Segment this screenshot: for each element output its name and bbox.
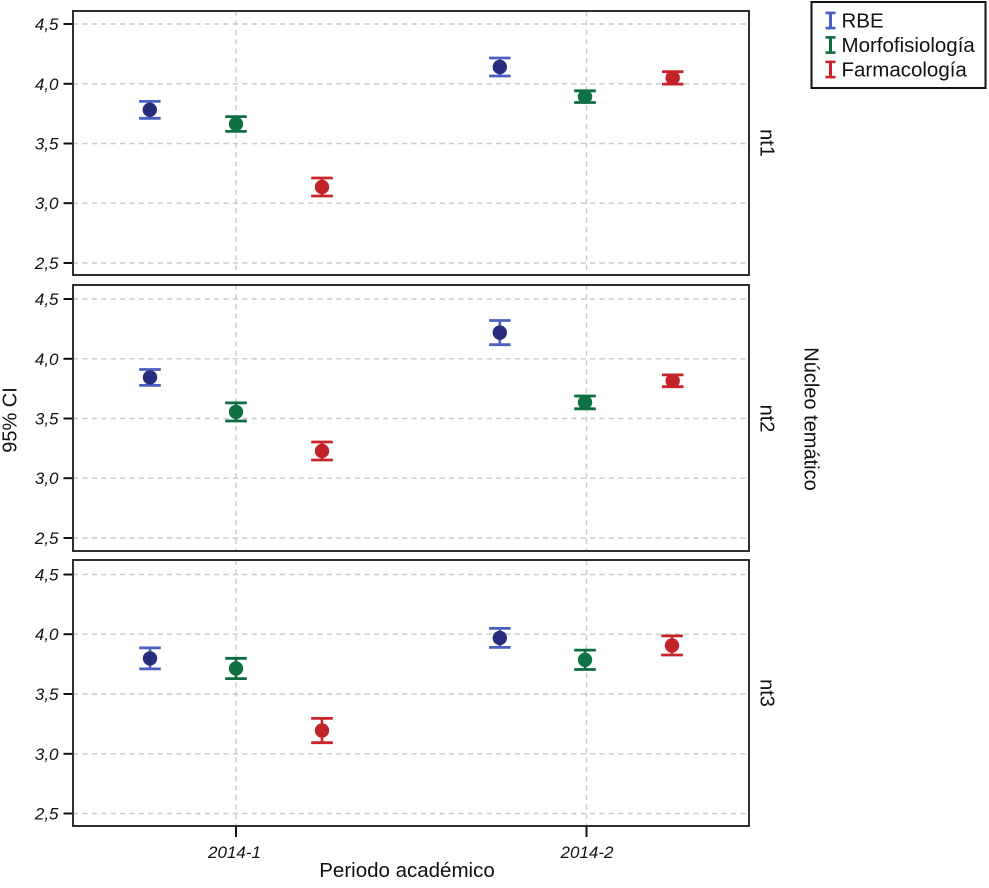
svg-text:3,0: 3,0 xyxy=(35,745,59,764)
svg-text:4,0: 4,0 xyxy=(35,75,59,94)
svg-text:4,5: 4,5 xyxy=(35,15,59,34)
svg-text:nt3: nt3 xyxy=(756,679,778,707)
svg-text:3,5: 3,5 xyxy=(35,410,59,429)
svg-text:2,5: 2,5 xyxy=(34,254,59,273)
svg-text:nt1: nt1 xyxy=(756,129,778,157)
svg-text:2014-1: 2014-1 xyxy=(207,843,261,862)
svg-text:Farmacología: Farmacología xyxy=(842,58,968,81)
svg-text:2014-2: 2014-2 xyxy=(560,843,614,862)
svg-text:Periodo académico: Periodo académico xyxy=(319,859,495,882)
svg-text:3,5: 3,5 xyxy=(35,135,59,154)
svg-text:95% CI: 95% CI xyxy=(0,387,22,453)
svg-text:Morfofisiología: Morfofisiología xyxy=(842,34,976,57)
svg-text:2,5: 2,5 xyxy=(34,529,59,548)
svg-text:4,0: 4,0 xyxy=(35,350,59,369)
svg-text:RBE: RBE xyxy=(842,9,884,32)
svg-text:3,0: 3,0 xyxy=(35,194,59,213)
svg-text:Núcleo temático: Núcleo temático xyxy=(800,347,822,490)
svg-text:3,5: 3,5 xyxy=(35,685,59,704)
svg-text:2,5: 2,5 xyxy=(34,805,59,824)
svg-text:4,5: 4,5 xyxy=(35,566,59,585)
svg-text:3,0: 3,0 xyxy=(35,469,59,488)
svg-text:4,5: 4,5 xyxy=(35,290,59,309)
svg-text:4,0: 4,0 xyxy=(35,625,59,644)
svg-text:nt2: nt2 xyxy=(756,405,778,433)
